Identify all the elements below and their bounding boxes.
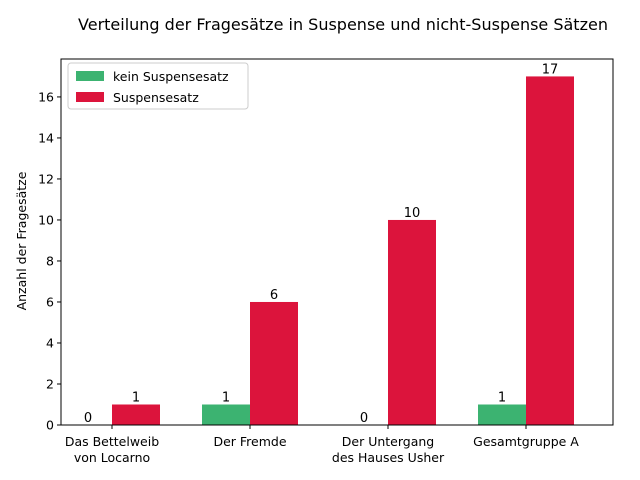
legend-swatch	[76, 92, 104, 102]
y-tick-label: 12	[38, 171, 54, 186]
bar-suspensesatz-1	[250, 301, 298, 425]
x-tick-label: Der Untergang	[342, 434, 434, 449]
x-tick-label: Gesamtgruppe A	[473, 434, 579, 449]
y-tick-label: 6	[46, 294, 54, 309]
data-label: 1	[498, 390, 506, 405]
legend-label: kein Suspensesatz	[113, 69, 229, 84]
data-label: 6	[270, 288, 278, 303]
y-tick-label: 4	[46, 335, 54, 350]
bar-kein-suspensesatz-1	[202, 404, 250, 425]
y-tick-label: 16	[38, 89, 54, 104]
y-tick-label: 2	[46, 376, 54, 391]
legend-box	[67, 62, 249, 110]
axes-frame	[60, 58, 614, 426]
bar-suspensesatz-3	[526, 76, 574, 425]
legend-label: Suspensesatz	[113, 90, 199, 105]
y-tick-label: 0	[46, 418, 54, 433]
y-tick-label: 8	[46, 253, 54, 268]
x-tick-label: Der Fremde	[213, 434, 286, 449]
data-label: 17	[542, 62, 559, 77]
bar-suspensesatz-0	[112, 404, 160, 425]
data-label: 1	[222, 390, 230, 405]
bar-suspensesatz-2	[388, 219, 436, 425]
x-tick-label: des Hauses Usher	[332, 450, 445, 465]
bar-kein-suspensesatz-3	[478, 404, 526, 425]
data-label: 1	[132, 390, 140, 405]
y-tick-label: 10	[38, 212, 54, 227]
legend: kein Suspensesatz Suspensesatz	[67, 62, 249, 110]
chart-title: Verteilung der Fragesätze in Suspense un…	[78, 15, 608, 34]
legend-swatch	[76, 71, 104, 81]
x-tick-label: Das Bettelweib	[65, 434, 159, 449]
data-label: 0	[360, 411, 368, 426]
y-tick-label: 14	[38, 130, 54, 145]
data-label: 10	[404, 206, 421, 221]
data-label: 0	[84, 411, 92, 426]
y-axis-label: Anzahl der Fragesätze	[14, 171, 29, 310]
x-tick-label: von Locarno	[74, 450, 150, 465]
